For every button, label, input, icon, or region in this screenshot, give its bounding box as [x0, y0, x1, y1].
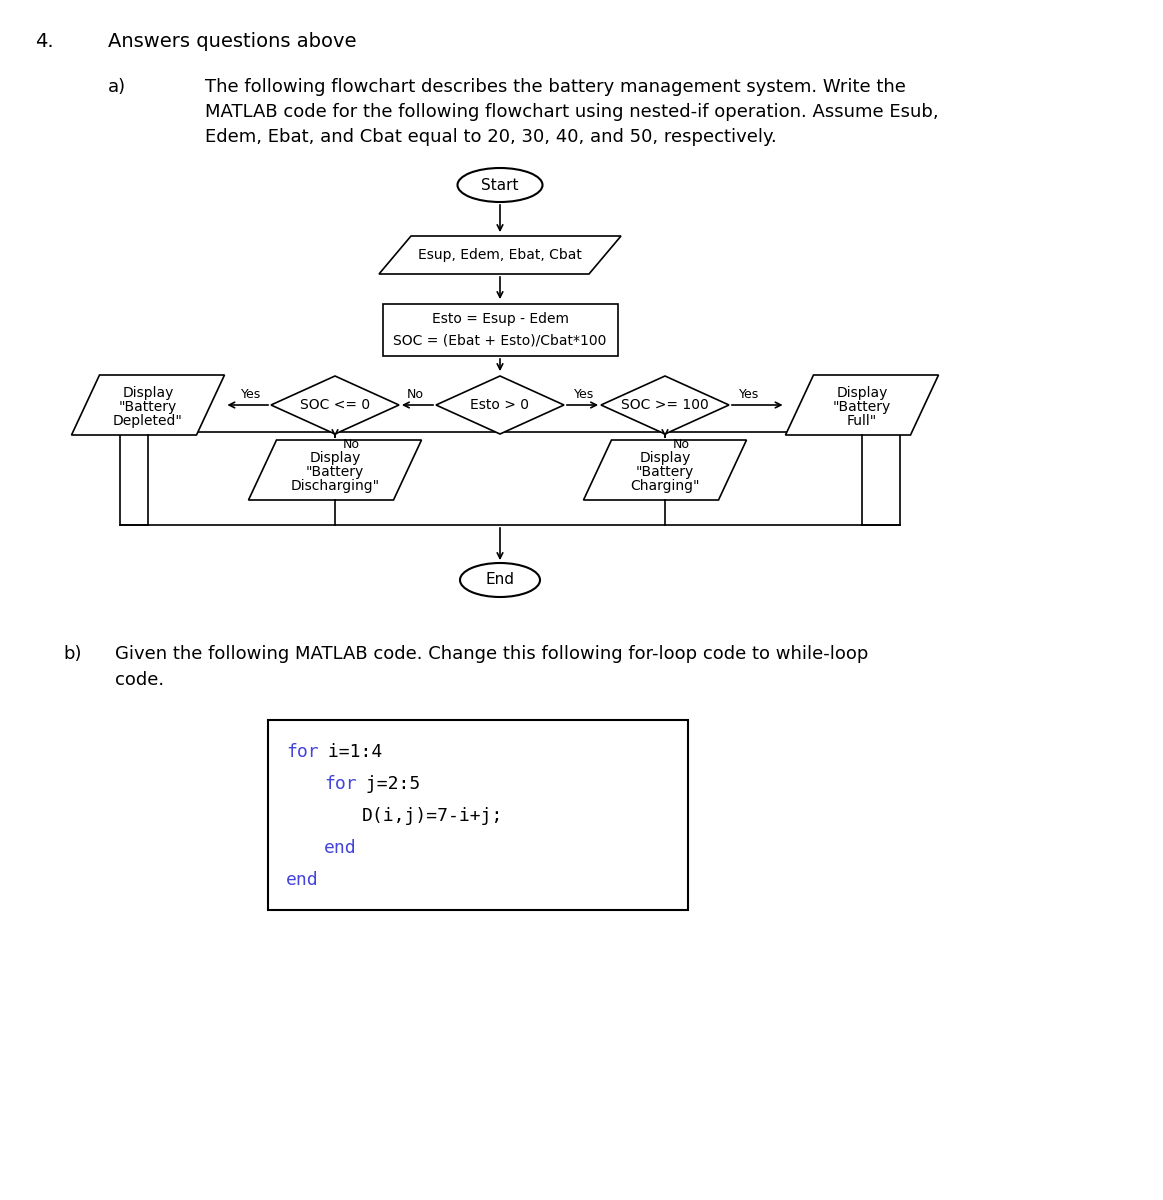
Text: Answers questions above: Answers questions above: [108, 32, 357, 50]
Text: Yes: Yes: [241, 389, 261, 402]
Polygon shape: [785, 374, 939, 434]
Polygon shape: [271, 376, 399, 434]
Text: Charging": Charging": [630, 479, 700, 493]
Text: Full": Full": [847, 414, 877, 428]
Text: No: No: [343, 438, 361, 450]
Text: Display: Display: [836, 386, 887, 400]
Polygon shape: [601, 376, 729, 434]
Text: "Battery: "Battery: [636, 464, 694, 479]
Text: The following flowchart describes the battery management system. Write the: The following flowchart describes the ba…: [205, 78, 906, 96]
Text: MATLAB code for the following flowchart using nested-if operation. Assume Esub,: MATLAB code for the following flowchart …: [205, 103, 939, 121]
Ellipse shape: [461, 563, 540, 596]
Text: Display: Display: [122, 386, 173, 400]
Text: 4.: 4.: [35, 32, 53, 50]
Text: for: for: [286, 743, 319, 761]
Text: Esup, Edem, Ebat, Cbat: Esup, Edem, Ebat, Cbat: [418, 248, 582, 262]
Text: end: end: [324, 839, 357, 857]
Text: Display: Display: [309, 451, 361, 464]
Text: Edem, Ebat, and Cbat equal to 20, 30, 40, and 50, respectively.: Edem, Ebat, and Cbat equal to 20, 30, 40…: [205, 128, 777, 146]
Text: Display: Display: [640, 451, 691, 464]
Text: "Battery: "Battery: [306, 464, 364, 479]
Text: Depleted": Depleted": [113, 414, 183, 428]
Text: End: End: [485, 572, 514, 588]
Text: "Battery: "Battery: [833, 400, 891, 414]
Text: No: No: [407, 389, 424, 402]
Polygon shape: [379, 236, 621, 274]
Text: Start: Start: [481, 178, 519, 192]
Text: Given the following MATLAB code. Change this following for-loop code to while-lo: Given the following MATLAB code. Change …: [115, 646, 869, 662]
Text: Yes: Yes: [739, 389, 759, 402]
Text: Discharging": Discharging": [291, 479, 379, 493]
Text: No: No: [673, 438, 690, 450]
Bar: [383, 304, 618, 356]
Text: SOC <= 0: SOC <= 0: [300, 398, 370, 412]
Text: "Battery: "Battery: [119, 400, 177, 414]
Text: i=1:4: i=1:4: [317, 743, 383, 761]
Text: b): b): [63, 646, 81, 662]
Text: j=2:5: j=2:5: [355, 775, 420, 793]
Polygon shape: [436, 376, 564, 434]
Text: Yes: Yes: [575, 389, 594, 402]
Text: for: for: [324, 775, 357, 793]
Text: D(i,j)=7-i+j;: D(i,j)=7-i+j;: [362, 806, 504, 826]
Text: a): a): [108, 78, 126, 96]
Polygon shape: [249, 440, 421, 500]
Text: Esto = Esup - Edem: Esto = Esup - Edem: [431, 312, 569, 326]
Polygon shape: [584, 440, 747, 500]
Text: SOC = (Ebat + Esto)/Cbat*100: SOC = (Ebat + Esto)/Cbat*100: [393, 334, 607, 348]
Polygon shape: [71, 374, 224, 434]
Bar: [267, 720, 688, 910]
Text: code.: code.: [115, 671, 164, 689]
Ellipse shape: [457, 168, 542, 202]
Text: end: end: [286, 871, 319, 889]
Text: SOC >= 100: SOC >= 100: [621, 398, 709, 412]
Text: Esto > 0: Esto > 0: [471, 398, 529, 412]
